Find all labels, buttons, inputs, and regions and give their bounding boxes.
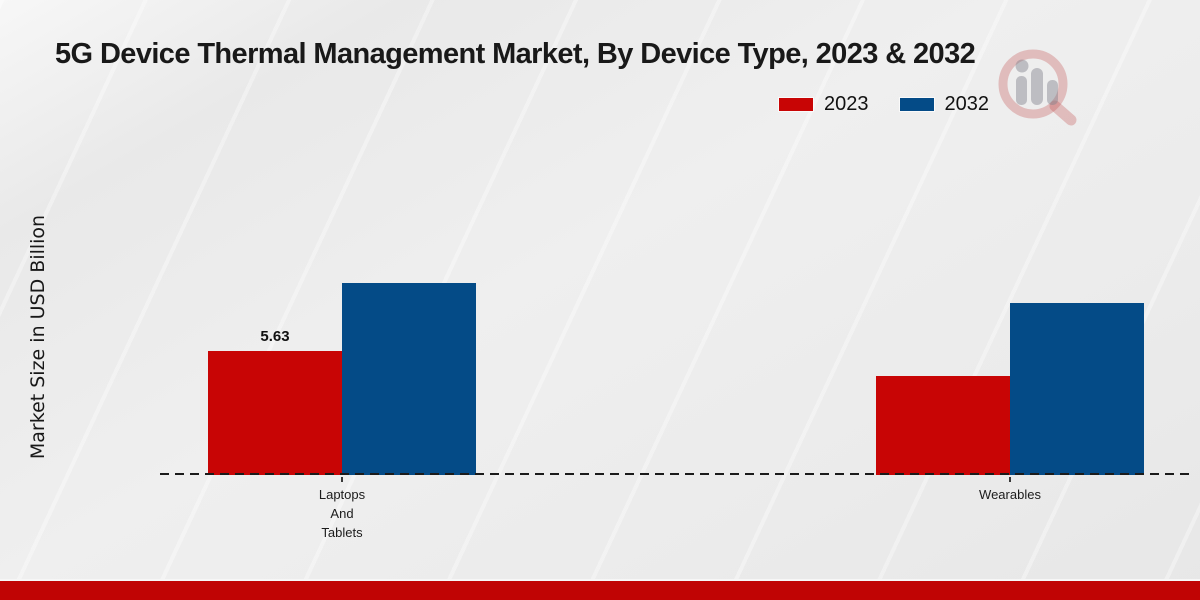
y-axis-label: Market Size in USD Billion <box>27 214 49 460</box>
legend-swatch-icon <box>778 97 814 112</box>
footer-stripe <box>0 579 1200 600</box>
legend: 2023 2032 <box>778 93 989 116</box>
x-axis-tick <box>341 477 343 482</box>
x-axis-category-label: Wearables <box>979 487 1041 502</box>
bar-2023-category-1 <box>876 376 1010 475</box>
legend-item-2032: 2032 <box>898 93 990 116</box>
bar-2032-category-0 <box>342 283 476 475</box>
legend-label: 2032 <box>944 93 990 115</box>
x-axis-zero-line <box>160 473 1190 475</box>
x-axis-category-label: Laptops And Tablets <box>318 487 366 540</box>
bar-2023-category-0 <box>208 351 342 475</box>
bar-2032-category-1 <box>1010 303 1144 475</box>
legend-swatch-icon <box>898 97 935 112</box>
watermark-magnifier-bar-chart-logo-icon <box>998 49 1077 126</box>
chart-title: 5G Device Thermal Management Market, By … <box>55 38 976 70</box>
bar-value-label: 5.63 <box>260 328 290 345</box>
x-axis-tick <box>1009 477 1011 482</box>
legend-item-2023: 2023 <box>778 93 869 116</box>
legend-label: 2023 <box>824 93 869 115</box>
